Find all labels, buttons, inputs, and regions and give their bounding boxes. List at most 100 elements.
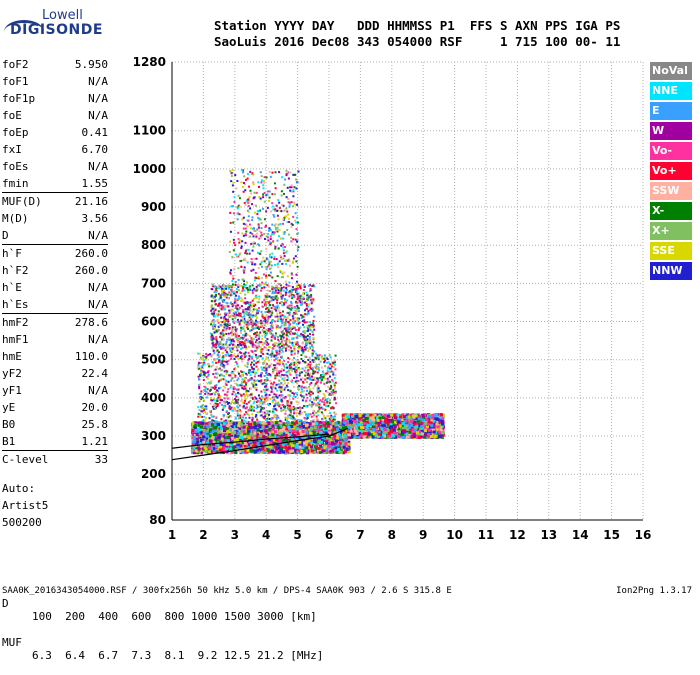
y-tick-label: 1100 [133,124,166,138]
echo-point [253,421,256,424]
x-tick-label: 15 [603,528,620,542]
x-tick-label: 3 [231,528,239,542]
echo-point [262,442,265,445]
echo-point [234,451,237,454]
echo-point [285,434,288,437]
x-tick-label: 2 [199,528,207,542]
echo-point [271,450,274,453]
echo-point [263,451,266,454]
echo-point [325,422,328,425]
echo-point [318,447,321,450]
echo-point [239,444,242,447]
x-tick-label: 8 [388,528,396,542]
echo-point [225,427,228,430]
echo-point [240,436,243,439]
x-tick-label: 14 [572,528,589,542]
x-tick-label: 4 [262,528,270,542]
x-tick-label: 10 [446,528,463,542]
echo-point [218,436,221,439]
x-tick-label: 6 [325,528,333,542]
echo-point [327,425,330,428]
echo-point [209,428,212,431]
echo-point [242,430,245,433]
echo-point [229,448,232,451]
y-tick-label: 400 [141,391,166,405]
echo-point [206,435,209,438]
echo-point [234,435,237,438]
echo-point [348,450,351,453]
echo-point [248,436,251,439]
echo-point [323,449,326,452]
echo-point [331,441,334,444]
echo-point [211,424,214,427]
echo-point [214,423,217,426]
echo-point [319,431,322,434]
echo-point [322,421,325,424]
echo-point [323,446,326,449]
y-tick-label: 900 [141,200,166,214]
echo-point [303,442,306,445]
echo-point [336,437,339,440]
echo-point [296,451,299,454]
echo-point [319,451,322,454]
echo-point [204,446,207,449]
echo-point [311,428,314,431]
echo-point [292,429,295,432]
echo-point [217,430,220,433]
echo-point [300,450,303,453]
y-tick-label: 700 [141,276,166,290]
echo-point [254,425,257,428]
y-tick-label: 1000 [133,162,166,176]
echo-cluster [342,413,445,439]
echo-point [288,426,291,429]
echo-point [302,425,305,428]
echo-point [320,441,323,444]
echo-point [228,433,231,436]
echo-point [269,446,272,449]
y-tick-label: 800 [141,238,166,252]
echo-point [262,421,265,424]
echo-point [269,425,272,428]
echo-point [206,425,209,428]
echo-point [302,430,305,433]
echo-point [299,446,302,449]
echo-point [215,445,218,448]
echo-point [244,442,247,445]
echo-point [289,450,292,453]
echo-point [337,443,340,446]
echo-point [282,428,285,431]
echo-point [214,432,217,435]
echo-point [234,445,237,448]
echo-point [272,425,275,428]
echo-point [220,427,223,430]
echo-point [290,425,293,428]
echo-point [278,432,281,435]
echo-point [219,445,222,448]
echo-point [233,431,236,434]
echo-point [277,426,280,429]
echo-point [337,448,340,451]
echo-point [236,438,239,441]
echo-point [214,426,217,429]
echo-point [238,422,241,425]
echo-point [313,451,316,454]
echo-point [303,450,306,453]
echo-point [267,429,270,432]
y-tick-label: 500 [141,353,166,367]
echo-point [195,449,198,452]
echo-point [250,433,253,436]
echo-point [331,437,334,440]
y-tick-label: 600 [141,315,166,329]
echo-point [191,449,194,452]
echo-point [205,451,208,454]
echo-point [253,432,256,435]
echo-point [191,429,194,432]
echo-point [344,442,347,445]
echo-point [202,435,205,438]
echo-point [202,441,205,444]
echo-point [286,450,289,453]
echo-point [227,439,230,442]
echo-point [232,422,235,425]
echo-point [195,430,198,433]
echo-point [261,447,264,450]
